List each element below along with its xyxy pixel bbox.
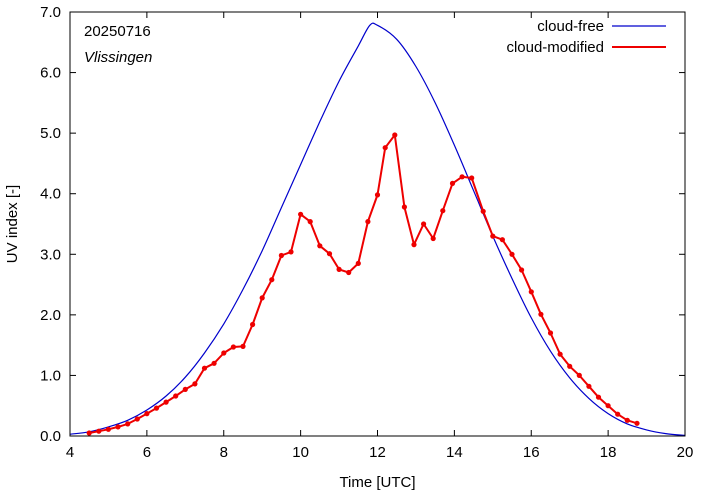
data-point-cloud-modified — [459, 174, 465, 180]
x-tick-label: 8 — [220, 444, 228, 461]
data-point-cloud-modified — [269, 277, 275, 283]
data-point-cloud-modified — [440, 208, 446, 214]
data-point-cloud-modified — [499, 237, 505, 243]
y-tick-label: 5.0 — [40, 125, 61, 142]
data-point-cloud-modified — [469, 175, 475, 181]
data-point-cloud-modified — [586, 383, 592, 389]
data-point-cloud-modified — [355, 260, 361, 266]
x-tick-label: 18 — [600, 444, 617, 461]
data-point-cloud-modified — [538, 311, 544, 317]
data-point-cloud-modified — [163, 399, 169, 405]
data-point-cloud-modified — [153, 405, 160, 411]
x-tick-label: 12 — [369, 444, 386, 461]
data-point-cloud-modified — [105, 426, 111, 432]
data-point-cloud-modified — [86, 430, 92, 436]
axis-ticks: 4 6 8 10 12 14 16 18 20 0.0 1.0 2.0 3.0 4.0 5.0 6.0 7.0 — [40, 4, 693, 461]
data-point-cloud-modified — [528, 289, 534, 295]
data-point-cloud-modified — [326, 251, 333, 257]
x-tick-label: 16 — [523, 444, 540, 461]
data-point-cloud-modified — [634, 420, 640, 426]
date-annotation: 20250716 — [84, 23, 151, 40]
data-point-cloud-modified — [421, 221, 427, 227]
series-line-cloud-free — [69, 22, 686, 436]
y-tick-label: 0.0 — [40, 428, 61, 445]
data-point-cloud-modified — [382, 145, 388, 151]
data-point-cloud-modified — [115, 424, 121, 430]
y-tick-label: 1.0 — [40, 367, 61, 384]
data-point-cloud-modified — [211, 360, 217, 366]
plot-area — [69, 22, 686, 436]
data-point-cloud-modified — [336, 266, 342, 272]
station-annotation: Vlissingen — [84, 49, 152, 66]
data-point-cloud-modified — [221, 350, 227, 356]
data-point-cloud-modified — [480, 208, 486, 214]
data-point-cloud-modified — [134, 416, 140, 422]
data-point-cloud-modified — [392, 132, 398, 138]
plot-frame — [69, 11, 686, 437]
data-point-cloud-modified — [317, 243, 323, 249]
legend-label-cloud-free: cloud-free — [537, 18, 604, 35]
y-tick-label: 6.0 — [40, 65, 61, 82]
y-axis-label: UV index [-] — [4, 185, 21, 263]
data-point-cloud-modified — [557, 351, 563, 357]
data-point-cloud-modified — [576, 372, 582, 378]
data-point-cloud-modified — [96, 428, 102, 434]
data-point-cloud-modified — [192, 381, 198, 387]
data-point-cloud-modified — [490, 233, 496, 239]
y-tick-label: 3.0 — [40, 246, 61, 263]
data-point-cloud-modified — [509, 251, 515, 257]
data-point-cloud-modified — [201, 365, 208, 371]
data-point-cloud-modified — [519, 267, 525, 273]
data-point-cloud-modified — [411, 242, 417, 248]
data-point-cloud-modified — [401, 204, 407, 210]
data-point-cloud-modified — [624, 417, 630, 423]
y-tick-label: 7.0 — [40, 4, 61, 21]
data-point-cloud-modified — [250, 321, 256, 328]
data-point-cloud-modified — [182, 386, 188, 392]
y-tick-label: 4.0 — [40, 186, 61, 203]
x-tick-label: 4 — [66, 444, 74, 461]
data-point-cloud-modified — [374, 192, 381, 198]
series-line-cloud-modified — [89, 134, 638, 434]
legend: cloud-free cloud-modified — [506, 18, 666, 56]
data-point-cloud-modified — [259, 295, 265, 301]
y-tick-label: 2.0 — [40, 307, 61, 324]
legend-label-cloud-modified: cloud-modified — [506, 39, 604, 56]
data-point-cloud-modified — [288, 249, 294, 255]
data-point-cloud-modified — [449, 180, 456, 186]
data-point-cloud-modified — [144, 411, 150, 417]
data-point-cloud-modified — [567, 363, 573, 369]
x-tick-label: 6 — [143, 444, 151, 461]
data-point-cloud-modified — [298, 211, 304, 217]
data-point-cloud-modified — [365, 219, 371, 225]
x-axis-label: Time [UTC] — [339, 474, 415, 491]
data-point-cloud-modified — [605, 403, 611, 409]
x-tick-label: 10 — [292, 444, 309, 461]
data-point-cloud-modified — [278, 252, 284, 259]
data-point-cloud-modified — [240, 343, 246, 349]
data-point-cloud-modified — [125, 421, 131, 427]
data-point-cloud-modified — [430, 235, 436, 242]
data-point-cloud-modified — [307, 219, 313, 225]
x-tick-label: 20 — [677, 444, 694, 461]
data-point-cloud-modified — [346, 269, 352, 276]
data-point-cloud-modified — [230, 344, 236, 350]
data-point-cloud-modified — [547, 330, 554, 336]
data-point-cloud-modified — [615, 411, 621, 417]
data-point-cloud-modified — [173, 393, 179, 399]
data-point-cloud-modified — [595, 394, 602, 400]
x-tick-label: 14 — [446, 444, 463, 461]
